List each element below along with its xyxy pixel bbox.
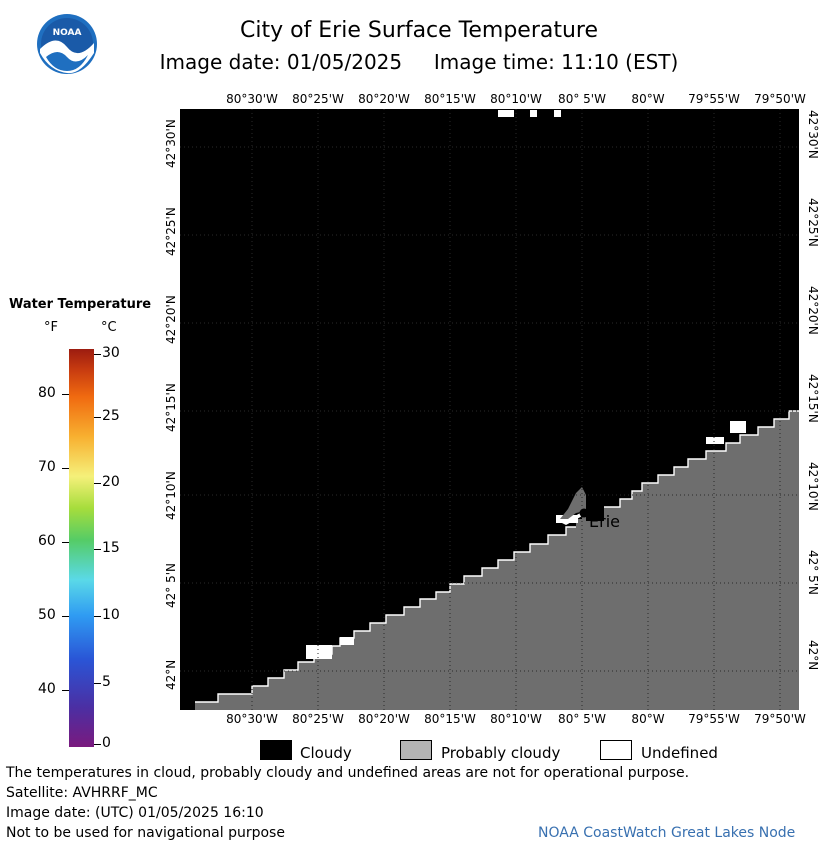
cloudy-swatch [260,740,292,760]
lon-label: 80°20'W [358,92,410,106]
noaa-logo: NOAA [37,14,97,74]
lon-label: 80°20'W [358,712,410,726]
lat-label: 42°10'N [806,462,820,511]
lon-label: 79°55'W [688,92,740,106]
lon-label: 80° 5'W [558,92,606,106]
f-tick: 60 [38,533,56,549]
undefined-swatch [600,740,632,760]
lon-label: 80°W [631,712,665,726]
lon-label: 80°15'W [424,92,476,106]
undefined-label: Undefined [641,744,718,762]
lat-label: 42°15'N [806,374,820,423]
probably-cloudy-label: Probably cloudy [441,744,561,762]
c-tick: 0 [102,735,111,751]
lat-label: 42°20'N [806,286,820,335]
lat-label: 42°N [806,640,820,671]
undefined-patches [306,110,746,659]
lat-label: 42°25'N [164,207,178,256]
lat-label: 42°N [164,659,178,690]
cloudy-label: Cloudy [300,744,352,762]
c-tick: 25 [102,408,120,424]
undefined-edge [195,410,799,703]
erie-city-label: Erie [589,512,620,531]
lon-label: 80°30'W [226,92,278,106]
svg-text:NOAA: NOAA [53,28,82,38]
lon-label: 80°W [631,92,665,106]
unit-c: °C [101,320,117,335]
c-tick: 5 [102,674,111,690]
navigation-disclaimer: Not to be used for navigational purpose [6,825,285,841]
lat-label: 42°10'N [164,471,178,520]
c-tick: 10 [102,607,120,623]
lon-label: 80°15'W [424,712,476,726]
probably-cloudy-swatch [400,740,432,760]
c-tick: 20 [102,474,120,490]
utc-date-text: Image date: (UTC) 01/05/2025 16:10 [6,805,264,821]
lat-label: 42°15'N [164,383,178,432]
satellite-text: Satellite: AVHRRF_MC [6,785,158,801]
lon-label: 80°10'W [490,712,542,726]
lon-label: 80°25'W [292,712,344,726]
lat-label: 42° 5'N [806,550,820,595]
lat-label: 42°25'N [806,198,820,247]
f-tick: 40 [38,681,56,697]
graticule [180,109,799,710]
page-title: City of Erie Surface Temperature [239,18,599,43]
lat-label: 42° 5'N [164,563,178,608]
temperature-color-bar [69,349,94,747]
lon-label: 79°50'W [754,712,806,726]
lon-label: 80°25'W [292,92,344,106]
image-datetime: Image date: 01/05/2025 Image time: 11:10… [159,50,679,74]
presque-isle [560,487,586,519]
erie-city-marker [579,508,589,518]
f-tick: 70 [38,459,56,475]
lon-label: 79°55'W [688,712,740,726]
lat-label: 42°20'N [164,295,178,344]
disclaimer-text: The temperatures in cloud, probably clou… [6,765,690,781]
lat-label: 42°30'N [806,110,820,159]
c-tick: 15 [102,540,120,556]
unit-f: °F [44,320,58,335]
lon-label: 80°10'W [490,92,542,106]
lon-label: 79°50'W [754,92,806,106]
lon-label: 80°30'W [226,712,278,726]
coastwatch-credit: NOAA CoastWatch Great Lakes Node [538,825,796,841]
c-tick: 30 [102,345,120,361]
f-tick: 50 [38,607,56,623]
map-panel [180,109,799,710]
lat-label: 42°30'N [164,119,178,168]
f-tick: 80 [38,385,56,401]
lon-label: 80° 5'W [558,712,606,726]
water-temperature-legend-title: Water Temperature [8,297,152,312]
